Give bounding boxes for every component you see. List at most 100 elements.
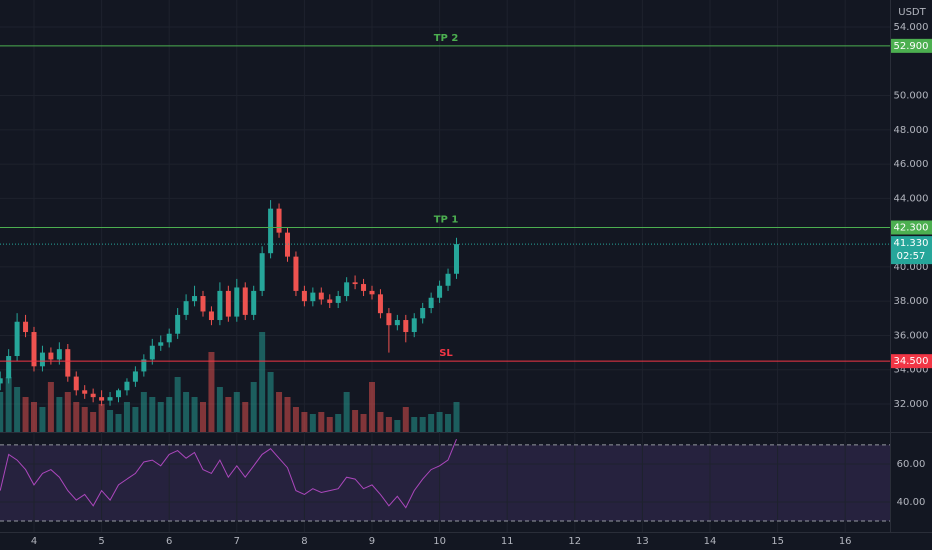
candle-body: [234, 287, 240, 317]
volume-bar: [352, 410, 359, 432]
candle-body: [318, 292, 324, 300]
candle-body: [183, 301, 189, 315]
last-price-tag: [891, 236, 932, 265]
x-tick-label: 7: [234, 536, 240, 547]
volume-bar: [39, 407, 46, 432]
volume-bar: [47, 382, 54, 432]
volume-bar: [149, 397, 156, 432]
y-tick-label: 36.000: [894, 330, 929, 341]
volume-bar: [64, 392, 71, 432]
volume-bar: [90, 412, 97, 432]
candle-body: [344, 282, 350, 297]
candle-body: [99, 397, 105, 401]
candle-body: [208, 311, 214, 321]
candle-body: [175, 314, 181, 334]
x-tick-label: 10: [433, 536, 446, 547]
candle-body: [217, 290, 223, 321]
countdown-label: 02:57: [897, 251, 926, 262]
volume-bar: [31, 402, 38, 432]
candle-body: [386, 313, 392, 326]
candle-body: [327, 299, 333, 303]
x-tick-label: 12: [568, 536, 581, 547]
volume-bar: [5, 377, 12, 432]
volume-bar: [301, 412, 308, 432]
candle-body: [124, 381, 130, 391]
candle-body: [0, 378, 3, 384]
candle-body: [6, 356, 12, 379]
candle-body: [73, 376, 79, 391]
candle-body: [141, 359, 147, 372]
volume-bar: [73, 402, 80, 432]
volume-bar: [326, 417, 333, 432]
volume-bar: [402, 407, 409, 432]
candle-body: [437, 285, 443, 298]
volume-bar: [335, 414, 342, 432]
volume-bar: [445, 414, 452, 432]
candle-body: [166, 333, 172, 343]
candle-body: [115, 390, 121, 398]
volume-bar: [56, 397, 63, 432]
level-name: TP 2: [434, 33, 459, 44]
y-tick-label: 50.000: [894, 91, 929, 102]
candle-body: [132, 371, 138, 382]
candle-body: [403, 320, 409, 333]
y-tick-label: 46.000: [894, 159, 929, 170]
y-tick-label: 40.000: [894, 262, 929, 273]
volume-bar: [276, 392, 283, 432]
rsi-band-fill: [0, 444, 890, 521]
volume-bar: [394, 420, 401, 432]
level-tag: [891, 220, 932, 235]
volume-bar: [115, 414, 122, 432]
x-tick-label: 13: [636, 536, 649, 547]
y-tick-label: 44.000: [894, 193, 929, 204]
volume-bar: [385, 417, 392, 432]
candle-body: [39, 352, 45, 367]
volume-bar: [377, 412, 384, 432]
candle-body: [107, 397, 113, 401]
volume-bar: [14, 387, 21, 432]
x-tick-label: 16: [839, 536, 852, 547]
x-tick-label: 14: [704, 536, 717, 547]
volume-bar: [436, 412, 443, 432]
candle-body: [200, 296, 206, 312]
volume-bar: [411, 417, 418, 432]
candle-body: [453, 244, 459, 274]
volume-bar: [292, 407, 299, 432]
level-tag: [891, 354, 932, 369]
rsi-tick-label: 40.00: [897, 497, 926, 508]
volume-bar: [368, 382, 375, 432]
x-tick-label: 11: [501, 536, 514, 547]
volume-bar: [132, 407, 139, 432]
level-name: TP 1: [434, 214, 459, 225]
candle-body: [268, 208, 274, 254]
candle-body: [310, 292, 316, 302]
volume-bar: [98, 404, 105, 432]
candle-body: [335, 296, 341, 303]
rsi-tick-label: 60.00: [897, 459, 926, 470]
volume-bar: [225, 397, 232, 432]
candle-body: [276, 208, 282, 233]
candle-body: [225, 290, 231, 317]
level-name: SL: [439, 348, 453, 359]
candle-body: [149, 345, 155, 360]
candle-body: [428, 297, 434, 309]
y-tick-label: 34.000: [894, 365, 929, 376]
x-tick-label: 6: [166, 536, 172, 547]
volume-bar: [267, 372, 274, 432]
level-label: 34.500: [894, 356, 929, 367]
volume-bar: [166, 397, 173, 432]
candle-body: [14, 321, 20, 357]
volume-bar: [250, 382, 257, 432]
candle-body: [445, 273, 451, 286]
y-tick-label: 48.000: [894, 125, 929, 136]
level-tag: [891, 38, 932, 53]
rsi-line: [0, 439, 457, 509]
volume-bar: [343, 392, 350, 432]
volume-bar: [157, 402, 164, 432]
volume-bar: [0, 392, 4, 432]
volume-bar: [428, 414, 435, 432]
y-tick-label: 32.000: [894, 399, 929, 410]
volume-bar: [183, 392, 190, 432]
candle-body: [377, 294, 383, 314]
